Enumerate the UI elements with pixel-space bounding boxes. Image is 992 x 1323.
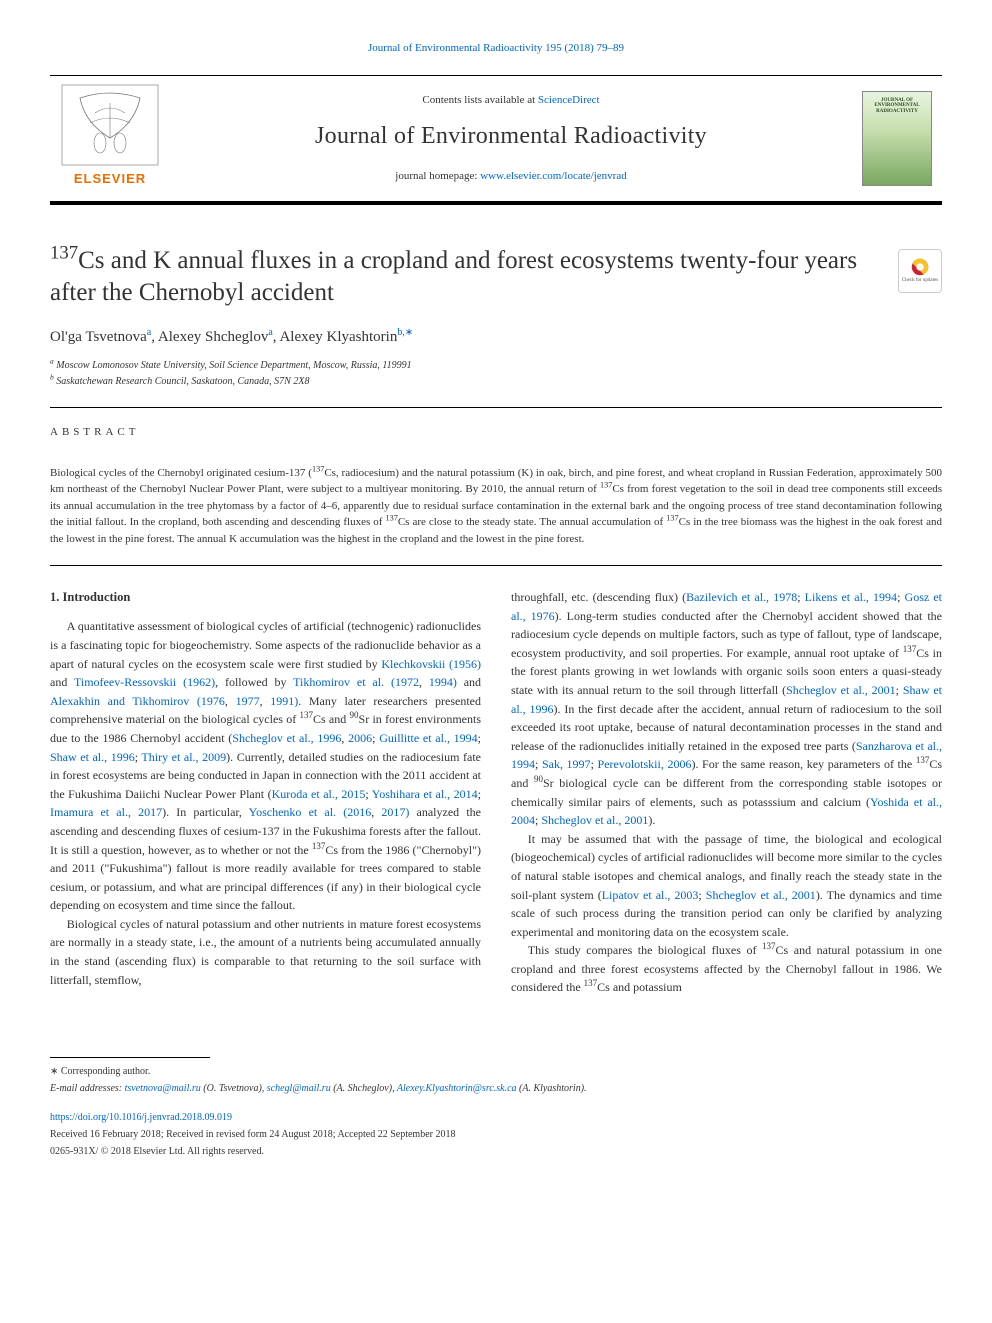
issn-line: 0265-931X/ © 2018 Elsevier Ltd. All righ… [50,1144,942,1159]
intro-p2: Biological cycles of natural potassium a… [50,915,481,989]
check-updates-button[interactable]: Check for updates [898,249,942,293]
publisher-logo-wrap: ELSEVIER [50,83,170,193]
check-updates-label: Check for updates [902,278,938,285]
elsevier-logo: ELSEVIER [60,83,160,193]
received-line: Received 16 February 2018; Received in r… [50,1127,942,1142]
cover-thumb-wrap: JOURNAL OF ENVIRONMENTAL RADIOACTIVITY [852,91,942,186]
abstract-heading: ABSTRACT [50,424,942,441]
homepage-line: journal homepage: www.elsevier.com/locat… [170,168,852,185]
journal-title: Journal of Environmental Radioactivity [170,118,852,154]
rule-above-abstract [50,407,942,408]
corresponding-note: ∗ Corresponding author. [50,1064,942,1079]
intro-p5: This study compares the biological fluxe… [511,941,942,997]
homepage-link[interactable]: www.elsevier.com/locate/jenvrad [480,170,627,182]
abstract-text: Biological cycles of the Chernobyl origi… [50,465,942,548]
contents-line: Contents lists available at ScienceDirec… [170,92,852,109]
intro-p1: A quantitative assessment of biological … [50,617,481,915]
journal-cover-icon: JOURNAL OF ENVIRONMENTAL RADIOACTIVITY [862,91,932,186]
emails-label: E-mail addresses: [50,1083,122,1094]
email-1-who: (O. Tsvetnova) [203,1083,262,1094]
cover-thumb-title: JOURNAL OF ENVIRONMENTAL RADIOACTIVITY [863,96,931,117]
citation-link[interactable]: Journal of Environmental Radioactivity 1… [368,42,624,54]
article-title-text: 137Cs and K annual fluxes in a cropland … [50,247,857,307]
footer-rule [50,1057,210,1058]
journal-citation-header[interactable]: Journal of Environmental Radioactivity 1… [50,40,942,57]
intro-heading: 1. Introduction [50,588,481,607]
homepage-pre: journal homepage: [395,170,480,182]
author-3: Alexey Klyashtorin [279,329,397,345]
affiliation-b: b Saskatchewan Research Council, Saskato… [50,374,942,389]
affiliations: a Moscow Lomonosov State University, Soi… [50,358,942,389]
email-2-who: (A. Shcheglov) [333,1083,392,1094]
author-3-aff[interactable]: b, [397,327,405,338]
author-3-corr[interactable]: ∗ [405,327,413,338]
intro-p3: throughfall, etc. (descending flux) (Baz… [511,588,942,830]
email-2[interactable]: schegl@mail.ru [267,1083,331,1094]
doi-line: https://doi.org/10.1016/j.jenvrad.2018.0… [50,1110,942,1125]
email-3-who: (A. Klyashtorin). [519,1083,587,1094]
author-2: Alexey Shcheglov [158,329,268,345]
author-2-aff[interactable]: a [268,327,272,338]
crossmark-icon [909,256,931,278]
email-1[interactable]: tsvetnova@mail.ru [125,1083,201,1094]
left-column: 1. Introduction A quantitative assessmen… [50,588,481,997]
doi-link[interactable]: https://doi.org/10.1016/j.jenvrad.2018.0… [50,1112,232,1123]
email-3[interactable]: Alexey.Klyashtorin@src.sk.ca [397,1083,517,1094]
emails-line: E-mail addresses: tsvetnova@mail.ru (O. … [50,1081,942,1096]
rule-below-abstract [50,565,942,566]
intro-p4: It may be assumed that with the passage … [511,830,942,942]
svg-text:ELSEVIER: ELSEVIER [74,171,146,186]
footer: ∗ Corresponding author. E-mail addresses… [50,1057,942,1159]
contents-pre: Contents lists available at [422,94,537,106]
author-1: Ol'ga Tsvetnova [50,329,147,345]
authors: Ol'ga Tsvetnovaa, Alexey Shcheglova, Ale… [50,326,942,349]
sciencedirect-link[interactable]: ScienceDirect [538,94,600,106]
header-center: Contents lists available at ScienceDirec… [170,92,852,185]
article-title: 137Cs and K annual fluxes in a cropland … [50,245,942,310]
author-1-aff[interactable]: a [147,327,151,338]
journal-header: ELSEVIER Contents lists available at Sci… [50,75,942,205]
right-column: throughfall, etc. (descending flux) (Baz… [511,588,942,997]
body-columns: 1. Introduction A quantitative assessmen… [50,588,942,997]
affiliation-a: a Moscow Lomonosov State University, Soi… [50,358,942,373]
